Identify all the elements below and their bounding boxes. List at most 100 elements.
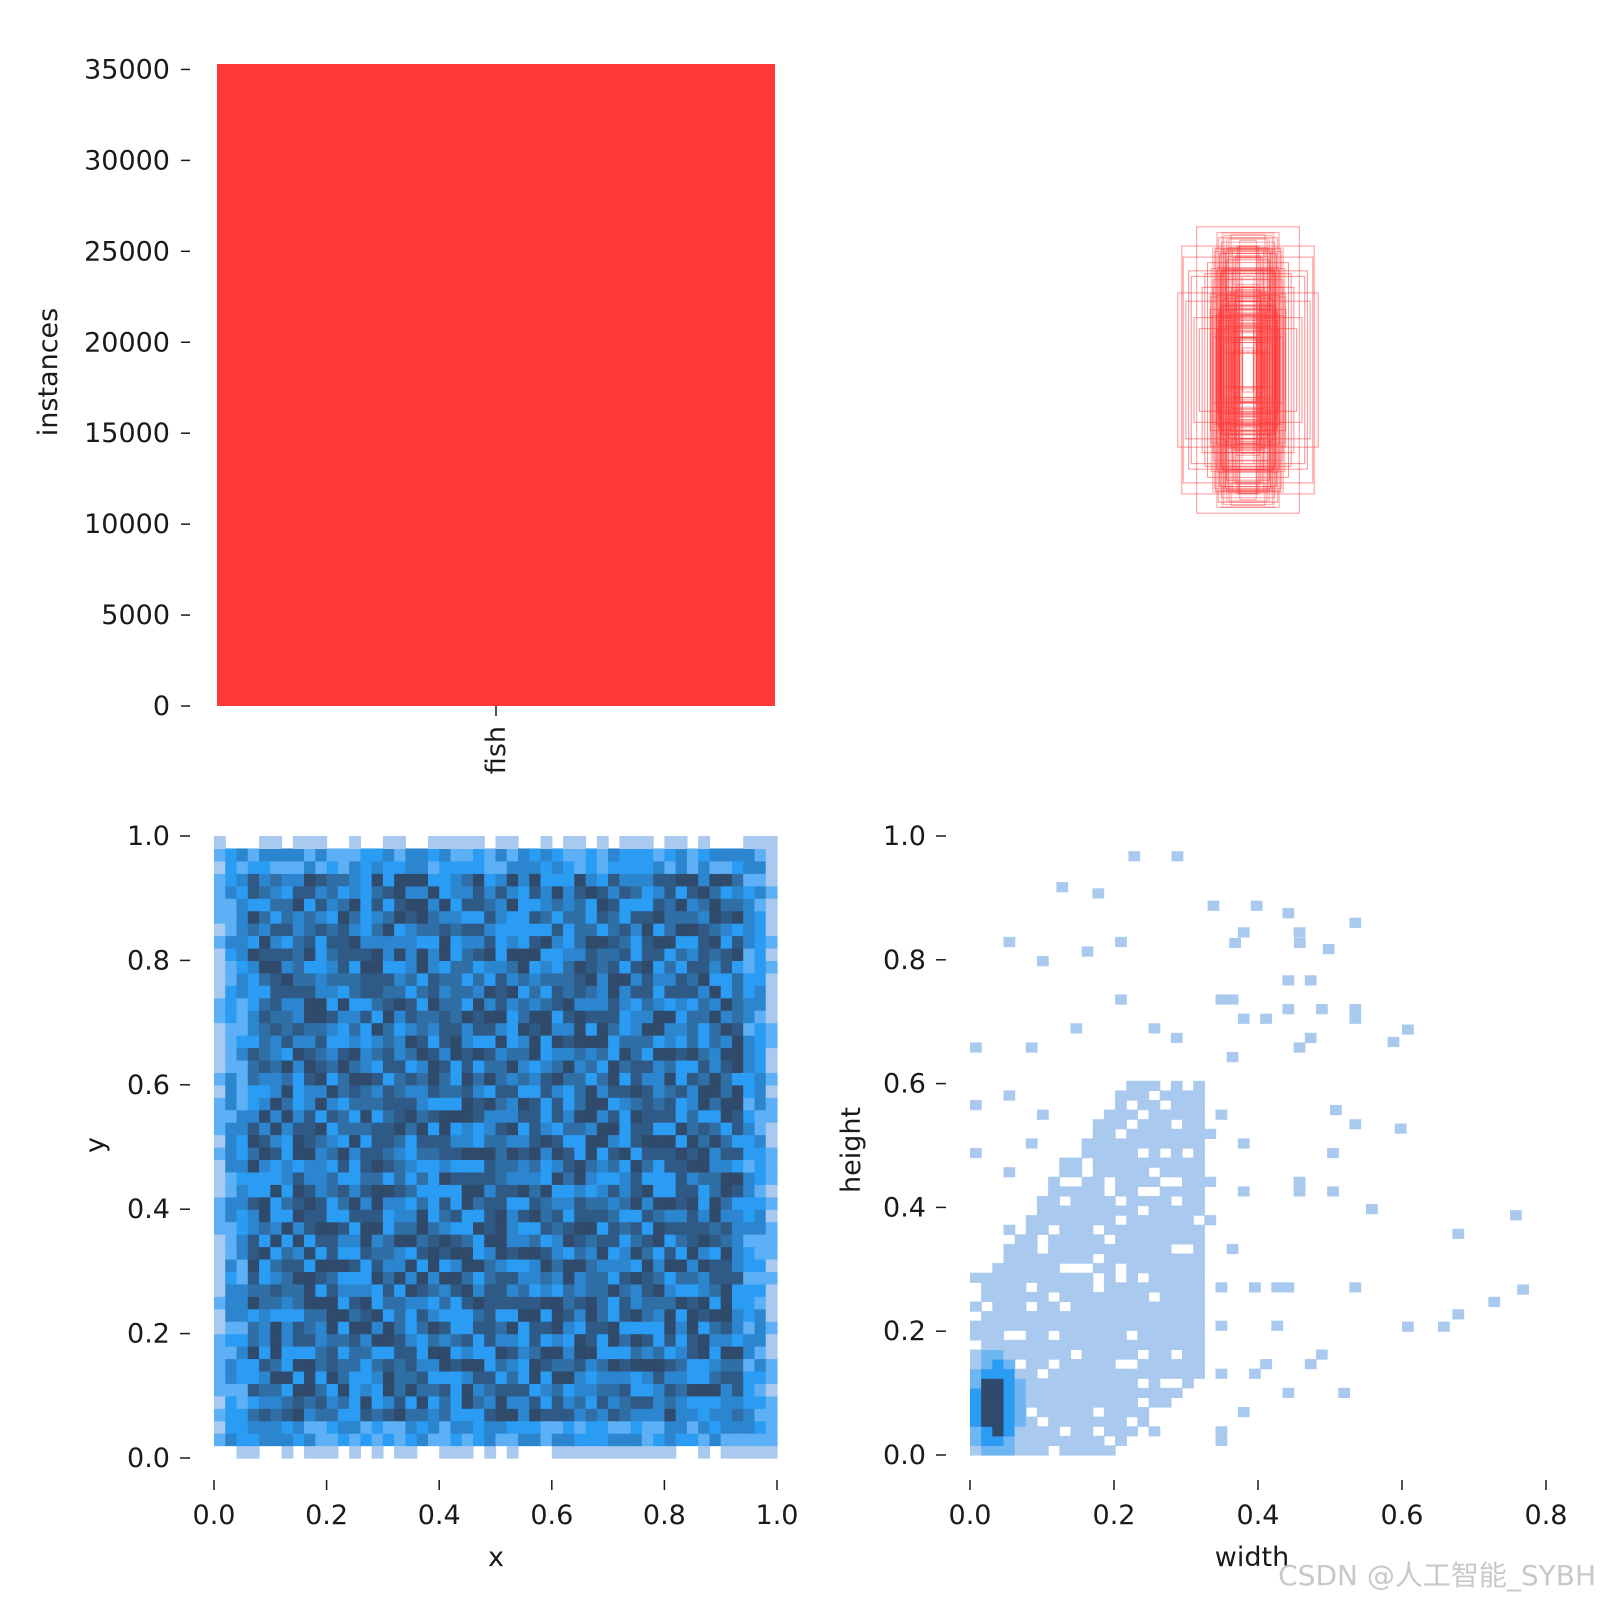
wh-heatmap-cell bbox=[1059, 1234, 1072, 1245]
xy-heatmap-cell bbox=[292, 1321, 305, 1335]
xy-heatmap-cell bbox=[619, 1346, 632, 1360]
xy-heatmap-cell bbox=[641, 910, 654, 924]
bar-y-tick-label: 5000 bbox=[101, 600, 170, 631]
xy-heatmap-cell bbox=[360, 1333, 373, 1347]
xy-heatmap-cell bbox=[630, 1296, 643, 1310]
xy-heatmap-cell bbox=[653, 1358, 665, 1372]
xy-heatmap-cell bbox=[619, 1383, 632, 1397]
wh-heatmap-cell bbox=[1148, 1359, 1161, 1370]
xy-heatmap-cell bbox=[585, 1370, 598, 1384]
xy-heatmap-cell bbox=[495, 1433, 508, 1447]
xy-heatmap-cell bbox=[247, 1109, 260, 1123]
wh-heatmap-cell bbox=[1148, 1119, 1161, 1130]
xy-heatmap-cell bbox=[461, 898, 474, 912]
xy-heatmap-cell bbox=[731, 923, 744, 937]
xy-heatmap-cell bbox=[653, 1258, 665, 1272]
xy-heatmap-cell bbox=[731, 1072, 744, 1086]
xy-x-tick-label: 0.4 bbox=[418, 1500, 461, 1531]
xy-heatmap-cell bbox=[360, 1209, 373, 1223]
xy-heatmap-cell bbox=[551, 947, 564, 961]
xy-heatmap-cell bbox=[686, 1296, 699, 1310]
xy-heatmap-cell bbox=[540, 1296, 553, 1310]
xy-heatmap-cell bbox=[270, 947, 283, 961]
xy-heatmap-cell bbox=[371, 1184, 384, 1198]
xy-heatmap-cell bbox=[574, 1184, 587, 1198]
xy-heatmap-cell bbox=[394, 885, 407, 899]
wh-heatmap-cell bbox=[1249, 1368, 1261, 1379]
xy-heatmap-cell bbox=[214, 1109, 226, 1123]
wh-heatmap-cell bbox=[1137, 1320, 1150, 1331]
xy-heatmap-cell bbox=[630, 997, 643, 1011]
xy-heatmap-cell bbox=[540, 1433, 553, 1447]
wh-heatmap-cell bbox=[1081, 1253, 1094, 1264]
xy-heatmap-cell bbox=[686, 848, 699, 862]
xy-heatmap-cell bbox=[292, 1072, 305, 1086]
xy-heatmap-cell bbox=[495, 848, 508, 862]
xy-heatmap-cell bbox=[337, 1022, 350, 1036]
xy-heatmap-cell bbox=[281, 1122, 294, 1136]
xy-heatmap-cell bbox=[709, 1333, 722, 1347]
xy-heatmap-cell bbox=[731, 1445, 744, 1459]
xy-heatmap-cell bbox=[236, 1221, 249, 1235]
xy-heatmap-cell bbox=[270, 898, 283, 912]
wh-heatmap-cell bbox=[1081, 1138, 1094, 1149]
xy-heatmap-cell bbox=[675, 960, 688, 974]
xy-heatmap-cell bbox=[427, 1370, 440, 1384]
xy-heatmap-cell bbox=[281, 1171, 294, 1185]
xy-heatmap-cell bbox=[461, 1420, 474, 1434]
wh-heatmap-cell bbox=[1148, 1311, 1161, 1322]
xy-heatmap-cell bbox=[630, 1346, 643, 1360]
xy-heatmap-cell bbox=[675, 1271, 688, 1285]
xy-heatmap-cell bbox=[686, 1109, 699, 1123]
wh-heatmap-cell bbox=[1059, 1349, 1072, 1360]
xy-heatmap-cell bbox=[247, 898, 260, 912]
xy-heatmap-cell bbox=[709, 1246, 722, 1260]
xy-heatmap-cell bbox=[461, 997, 474, 1011]
xy-heatmap-cell bbox=[743, 960, 756, 974]
xy-heatmap-cell bbox=[371, 848, 384, 862]
wh-heatmap-cell bbox=[992, 1349, 1005, 1360]
wh-heatmap-cell bbox=[1115, 1311, 1127, 1322]
wh-heatmap-cell bbox=[1003, 1253, 1016, 1264]
xy-heatmap-cell bbox=[259, 1271, 271, 1285]
xy-heatmap-cell bbox=[518, 1321, 530, 1335]
xy-heatmap-cell bbox=[214, 972, 226, 986]
wh-heatmap-cell bbox=[1159, 1397, 1172, 1408]
wh-heatmap-cell bbox=[1193, 1301, 1205, 1312]
xy-heatmap-cell bbox=[337, 1420, 350, 1434]
xy-heatmap-cell bbox=[540, 1408, 553, 1422]
xy-heatmap-cell bbox=[518, 923, 530, 937]
wh-heatmap-cell bbox=[1159, 1330, 1172, 1341]
xy-heatmap-cell bbox=[461, 1333, 474, 1347]
xy-heatmap-cell bbox=[405, 1196, 418, 1210]
xy-heatmap-cell bbox=[472, 1122, 485, 1136]
xy-heatmap-cell bbox=[608, 1346, 620, 1360]
label-box bbox=[1234, 255, 1262, 485]
xy-heatmap-cell bbox=[349, 1271, 361, 1285]
xy-heatmap-cell bbox=[484, 960, 497, 974]
xy-heatmap-cell bbox=[630, 972, 643, 986]
xy-heatmap-cell bbox=[709, 1059, 722, 1073]
bar-x-axis-ticks: fish bbox=[481, 706, 512, 774]
xy-heatmap-cell bbox=[349, 947, 361, 961]
xy-heatmap-cell bbox=[686, 923, 699, 937]
wh-heatmap-cell bbox=[1193, 1253, 1205, 1264]
xy-heatmap-cell bbox=[382, 1196, 395, 1210]
xy-heatmap-cell bbox=[292, 1097, 305, 1111]
xy-heatmap-cell bbox=[765, 860, 778, 874]
xy-heatmap-cell bbox=[731, 1358, 744, 1372]
xy-heatmap-cell bbox=[349, 1171, 361, 1185]
wh-heatmap-cell bbox=[1103, 1291, 1116, 1303]
xy-heatmap-cell bbox=[574, 1122, 587, 1136]
xy-heatmap-cell bbox=[326, 910, 339, 924]
xy-heatmap-cell bbox=[472, 1097, 485, 1111]
xy-heatmap-cell bbox=[506, 1370, 519, 1384]
xy-heatmap-cell bbox=[731, 1370, 744, 1384]
xy-heatmap-cell bbox=[382, 1109, 395, 1123]
xy-heatmap-cell bbox=[574, 1022, 587, 1036]
xy-heatmap-cell bbox=[315, 1196, 328, 1210]
xy-heatmap-cell bbox=[394, 1308, 407, 1322]
xy-heatmap-cell bbox=[698, 1059, 711, 1073]
xy-heatmap-cell bbox=[270, 1047, 283, 1061]
bar-fish bbox=[217, 64, 775, 706]
